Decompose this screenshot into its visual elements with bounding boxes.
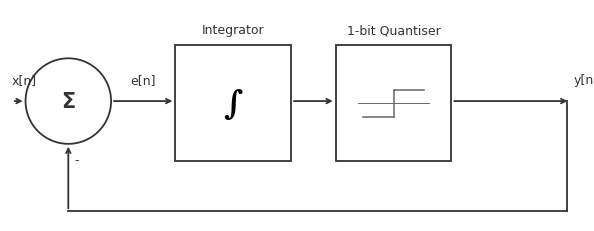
Bar xyxy=(175,46,291,162)
Text: y[n]: y[n] xyxy=(573,74,594,87)
Text: -: - xyxy=(75,153,79,166)
Text: Integrator: Integrator xyxy=(202,24,264,37)
Bar xyxy=(336,46,451,162)
Text: e[n]: e[n] xyxy=(131,74,156,87)
Text: 1-bit Quantiser: 1-bit Quantiser xyxy=(347,24,440,37)
Text: ∫: ∫ xyxy=(223,88,243,120)
Text: x[n]: x[n] xyxy=(12,74,37,87)
Text: Σ: Σ xyxy=(61,92,75,112)
